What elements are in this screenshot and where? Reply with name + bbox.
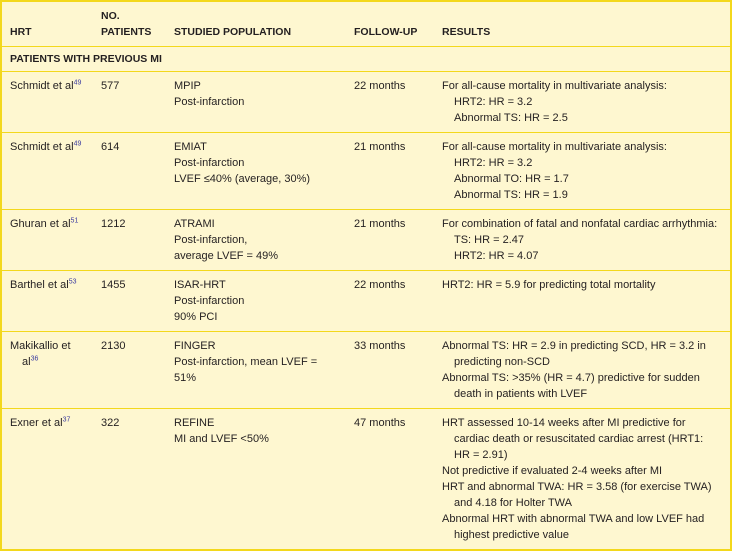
result-line: Abnormal HRT with abnormal TWA and low L… [442, 513, 705, 541]
author-cell: Ghuran et al51 [0, 209, 93, 271]
result-line: Abnormal TS: HR = 2.5 [454, 112, 568, 124]
results-cell: For all-cause mortality in multivariate … [434, 132, 732, 210]
result-line: HRT2: HR = 3.2 [454, 157, 533, 169]
population-cell: FINGER Post-infarction, mean LVEF = 51% [166, 331, 346, 409]
followup-cell: 33 months [346, 331, 434, 409]
population-line: MI and LVEF <50% [174, 433, 269, 445]
followup-cell: 21 months [346, 132, 434, 210]
patients-cell: 1455 [93, 270, 166, 332]
results-cell: Abnormal TS: HR = 2.9 in predicting SCD,… [434, 331, 732, 409]
author: Exner et al [10, 417, 63, 429]
population-line: ATRAMI [174, 218, 215, 230]
table-row: Schmidt et al49 614 EMIAT Post-infarction LV… [0, 132, 732, 210]
result-line: Not predictive if evaluated 2-4 weeks af… [442, 465, 663, 477]
population-line: Post-infarction [174, 295, 245, 307]
population-cell: ATRAMI Post-infarction, average LVEF = 49% [166, 209, 346, 271]
author: Schmidt et al [10, 141, 74, 153]
header-results: RESULTS [434, 0, 732, 47]
results-cell: HRT2: HR = 5.9 for predicting total mort… [434, 270, 732, 332]
result-line: HRT2: HR = 3.2 [454, 96, 533, 108]
followup-cell: 21 months [346, 209, 434, 271]
followup-cell: 22 months [346, 71, 434, 133]
patients-cell: 2130 [93, 331, 166, 409]
results-cell: HRT assessed 10-14 weeks after MI predic… [434, 408, 732, 550]
population-cell: EMIAT Post-infarction LVEF ≤40% (average, … [166, 132, 346, 210]
followup-cell: 47 months [346, 408, 434, 550]
author-cell: Schmidt et al49 [0, 132, 93, 210]
header-population: STUDIED POPULATION [166, 0, 346, 47]
section-row: PATIENTS WITH PREVIOUS MI [0, 46, 732, 72]
result-line: HRT assessed 10-14 weeks after MI predic… [442, 417, 704, 461]
header-hrt: HRT [0, 0, 93, 47]
header-patients-line2: PATIENTS [101, 26, 152, 38]
author-cell: Makikallio et al36 [0, 331, 93, 409]
patients-cell: 1212 [93, 209, 166, 271]
reference-link[interactable]: 49 [73, 79, 82, 87]
population-line: REFINE [174, 417, 215, 429]
population-cell: ISAR-HRT Post-infarction 90% PCI [166, 270, 346, 332]
results-cell: For combination of fatal and nonfatal ca… [434, 209, 732, 271]
population-line: ISAR-HRT [174, 279, 226, 291]
author: Schmidt et al [10, 80, 74, 92]
header-followup: FOLLOW-UP [346, 0, 434, 47]
author-cell: Exner et al37 [0, 408, 93, 550]
population-line: FINGER [174, 340, 216, 352]
result-line: HRT2: HR = 4.07 [454, 250, 539, 262]
header-patients-line1: NO. [101, 10, 120, 22]
reference-link[interactable]: 37 [62, 416, 71, 424]
result-line: Abnormal TS: >35% (HR = 4.7) predictive … [442, 372, 700, 400]
population-line: Post-infarction [174, 96, 245, 108]
header-row: HRT NO. PATIENTS STUDIED POPULATION FOLLO… [0, 0, 732, 47]
result-line: For combination of fatal and nonfatal ca… [442, 218, 718, 230]
population-line: MPIP [174, 80, 201, 92]
population-line: LVEF ≤40% (average, 30%) [174, 173, 311, 185]
result-line: For all-cause mortality in multivariate … [442, 80, 667, 92]
patients-cell: 577 [93, 71, 166, 133]
author: Barthel et al [10, 279, 69, 291]
population-line: Post-infarction [174, 157, 245, 169]
population-line: 90% PCI [174, 311, 218, 323]
author: Makikallio et al [10, 340, 71, 368]
author-cell: Schmidt et al49 [0, 71, 93, 133]
results-cell: For all-cause mortality in multivariate … [434, 71, 732, 133]
table-row: Exner et al37 322 REFINE MI and LVEF <50% 47… [0, 408, 732, 550]
followup-cell: 22 months [346, 270, 434, 332]
result-line: Abnormal TS: HR = 2.9 in predicting SCD,… [442, 340, 706, 368]
population-line: Post-infarction, [174, 234, 248, 246]
result-line: HRT2: HR = 5.9 for predicting total mort… [442, 279, 656, 291]
patients-cell: 322 [93, 408, 166, 550]
population-line: Post-infarction, mean LVEF = 51% [174, 356, 318, 384]
reference-link[interactable]: 51 [70, 217, 79, 225]
reference-link[interactable]: 49 [73, 140, 82, 148]
result-line: TS: HR = 2.47 [454, 234, 525, 246]
author-cell: Barthel et al53 [0, 270, 93, 332]
author: Ghuran et al [10, 218, 71, 230]
table-row: Ghuran et al51 1212 ATRAMI Post-infarction,… [0, 209, 732, 271]
population-cell: MPIP Post-infarction [166, 71, 346, 133]
reference-link[interactable]: 53 [68, 278, 77, 286]
population-cell: REFINE MI and LVEF <50% [166, 408, 346, 550]
header-patients: NO. PATIENTS [93, 0, 166, 47]
result-line: Abnormal TO: HR = 1.7 [454, 173, 569, 185]
result-line: HRT and abnormal TWA: HR = 3.58 (for exe… [442, 481, 712, 509]
section-title: PATIENTS WITH PREVIOUS MI [0, 46, 732, 72]
table-row: Makikallio et al36 2130 FINGER Post-infarct… [0, 331, 732, 409]
patients-cell: 614 [93, 132, 166, 210]
population-line: average LVEF = 49% [174, 250, 279, 262]
table-row: Barthel et al53 1455 ISAR-HRT Post-infarcti… [0, 270, 732, 332]
reference-link[interactable]: 36 [30, 355, 39, 363]
result-line: Abnormal TS: HR = 1.9 [454, 189, 568, 201]
population-line: EMIAT [174, 141, 207, 153]
table-row: Schmidt et al49 577 MPIP Post-infarction 22 … [0, 71, 732, 133]
result-line: For all-cause mortality in multivariate … [442, 141, 667, 153]
